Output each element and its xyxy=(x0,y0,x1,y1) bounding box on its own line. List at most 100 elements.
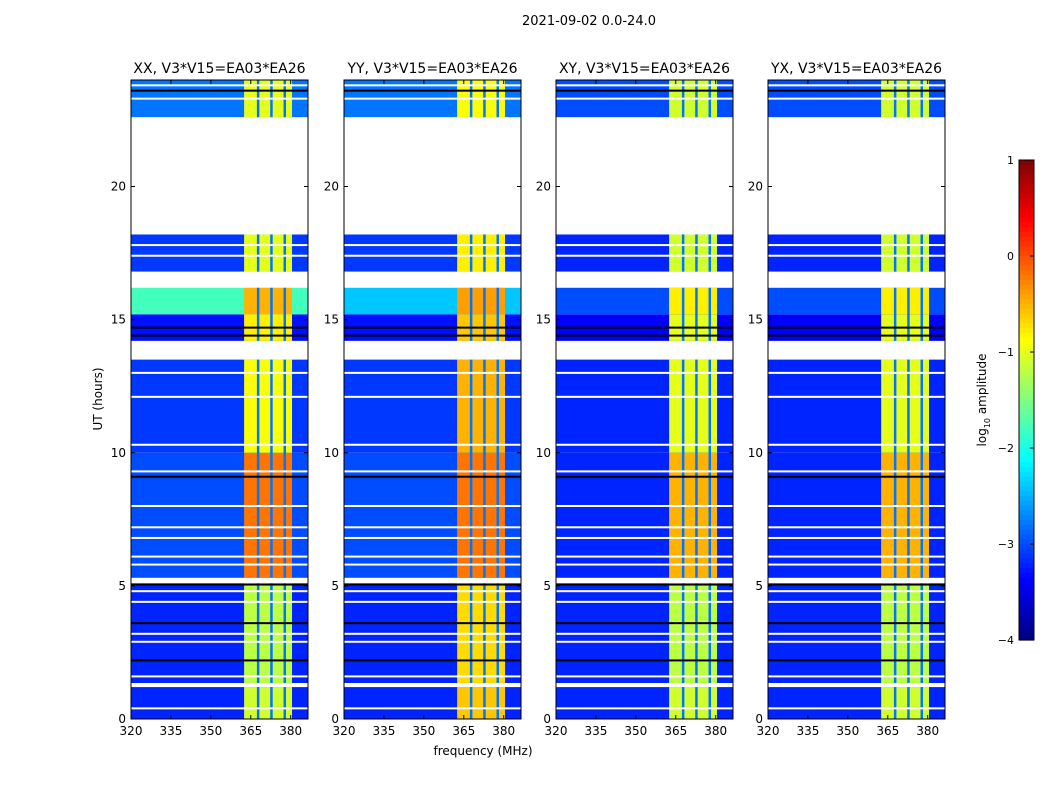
colorbar-segment xyxy=(1019,246,1034,252)
black-line xyxy=(768,475,945,478)
x-axis-label: frequency (MHz) xyxy=(433,744,532,758)
panel-yy: YY, V3*V15=EA03*EA26 320 335 350 365 380 0 5 10 1… xyxy=(324,61,522,738)
colorbar-segment xyxy=(1019,433,1034,439)
colorbar-segment xyxy=(1019,414,1034,420)
flagged-region xyxy=(131,683,308,688)
band-gap-channel xyxy=(907,80,910,719)
flagged-line xyxy=(556,707,733,710)
colorbar-segment xyxy=(1019,524,1034,531)
x-tick-label: 380 xyxy=(279,724,302,738)
black-line xyxy=(131,659,308,662)
flagged-line xyxy=(768,640,945,643)
colorbar-segment xyxy=(1019,620,1034,627)
flagged-line xyxy=(131,555,308,558)
flagged-region xyxy=(344,271,521,288)
colorbar-segment xyxy=(1019,361,1034,367)
flagged-line xyxy=(768,97,945,100)
colorbar-segment xyxy=(1019,160,1034,166)
axes-frame xyxy=(343,79,522,720)
colorbar-segment xyxy=(1019,371,1034,377)
flagged-line xyxy=(556,395,733,398)
colorbar-segment xyxy=(1019,428,1034,435)
flagged-line xyxy=(344,563,521,566)
black-line xyxy=(344,89,521,92)
colorbar-segment xyxy=(1019,601,1034,607)
colorbar-segment xyxy=(1019,481,1034,487)
x-tick-label: 350 xyxy=(836,724,859,738)
flagged-line xyxy=(344,555,521,558)
colorbar-segment xyxy=(1019,548,1034,555)
colorbar-segment xyxy=(1019,596,1034,603)
colorbar-segment xyxy=(1019,572,1034,579)
flagged-line xyxy=(556,590,733,593)
y-tick-label: 10 xyxy=(536,446,551,460)
colorbar-segment xyxy=(1019,380,1034,387)
band-gap-channel xyxy=(469,80,473,719)
flagged-line xyxy=(131,371,308,374)
x-tick-label: 365 xyxy=(876,724,899,738)
black-line xyxy=(344,622,521,625)
y-tick-label: 10 xyxy=(111,446,126,460)
black-line xyxy=(131,475,308,478)
band-gap-channel xyxy=(708,80,712,719)
colorbar-segment xyxy=(1019,558,1034,564)
flagged-line xyxy=(768,536,945,539)
colorbar-segment xyxy=(1019,476,1034,483)
colorbar-segment xyxy=(1019,222,1034,228)
flagged-line xyxy=(131,707,308,710)
colorbar-segment xyxy=(1019,409,1034,415)
colorbar-segment xyxy=(1019,299,1034,305)
black-line xyxy=(131,89,308,92)
x-tick-label: 335 xyxy=(584,724,607,738)
panel-title: XX, V3*V15=EA03*EA26 xyxy=(133,61,305,77)
flagged-line xyxy=(344,632,521,635)
colorbar-tick-label: −2 xyxy=(998,442,1014,455)
flagged-line xyxy=(556,536,733,539)
band-gap-channel xyxy=(496,80,500,719)
x-tick-label: 320 xyxy=(545,724,568,738)
flagged-line xyxy=(556,526,733,529)
flagged-line xyxy=(768,555,945,558)
flagged-line xyxy=(556,254,733,257)
black-line xyxy=(556,659,733,662)
flagged-region xyxy=(344,340,521,360)
flagged-line xyxy=(768,590,945,593)
flagged-line xyxy=(556,443,733,446)
flagged-line xyxy=(344,97,521,100)
flagged-line xyxy=(344,395,521,398)
black-line xyxy=(768,326,945,329)
x-tick-label: 365 xyxy=(239,724,262,738)
colorbar-segment xyxy=(1019,400,1034,406)
black-line xyxy=(344,326,521,329)
x-tick-label: 350 xyxy=(412,724,435,738)
colorbar-segment xyxy=(1019,520,1034,526)
black-line xyxy=(556,583,733,586)
colorbar-segment xyxy=(1019,582,1034,588)
flagged-region xyxy=(131,340,308,360)
flagged-region xyxy=(556,271,733,288)
colorbar-segment xyxy=(1019,179,1034,185)
colorbar-segment xyxy=(1019,294,1034,300)
colorbar-segment xyxy=(1019,260,1034,267)
colorbar-segment xyxy=(1019,241,1034,247)
x-tick-label: 320 xyxy=(757,724,780,738)
black-line xyxy=(768,622,945,625)
x-tick-label: 335 xyxy=(796,724,819,738)
colorbar-segment xyxy=(1019,553,1034,559)
flagged-line xyxy=(131,675,308,678)
flagged-region xyxy=(556,577,733,584)
flagged-region xyxy=(556,683,733,688)
band-gap-channel xyxy=(283,80,287,719)
colorbar-segment xyxy=(1019,390,1034,396)
flagged-line xyxy=(768,526,945,529)
flagged-line xyxy=(768,675,945,678)
y-tick-label: 5 xyxy=(543,579,551,593)
black-line xyxy=(556,475,733,478)
colorbar-segment xyxy=(1019,500,1034,507)
colorbar-segment xyxy=(1019,539,1034,545)
black-line xyxy=(556,89,733,92)
x-tick-label: 320 xyxy=(120,724,143,738)
flagged-region xyxy=(344,117,521,235)
colorbar-segment xyxy=(1019,515,1034,521)
